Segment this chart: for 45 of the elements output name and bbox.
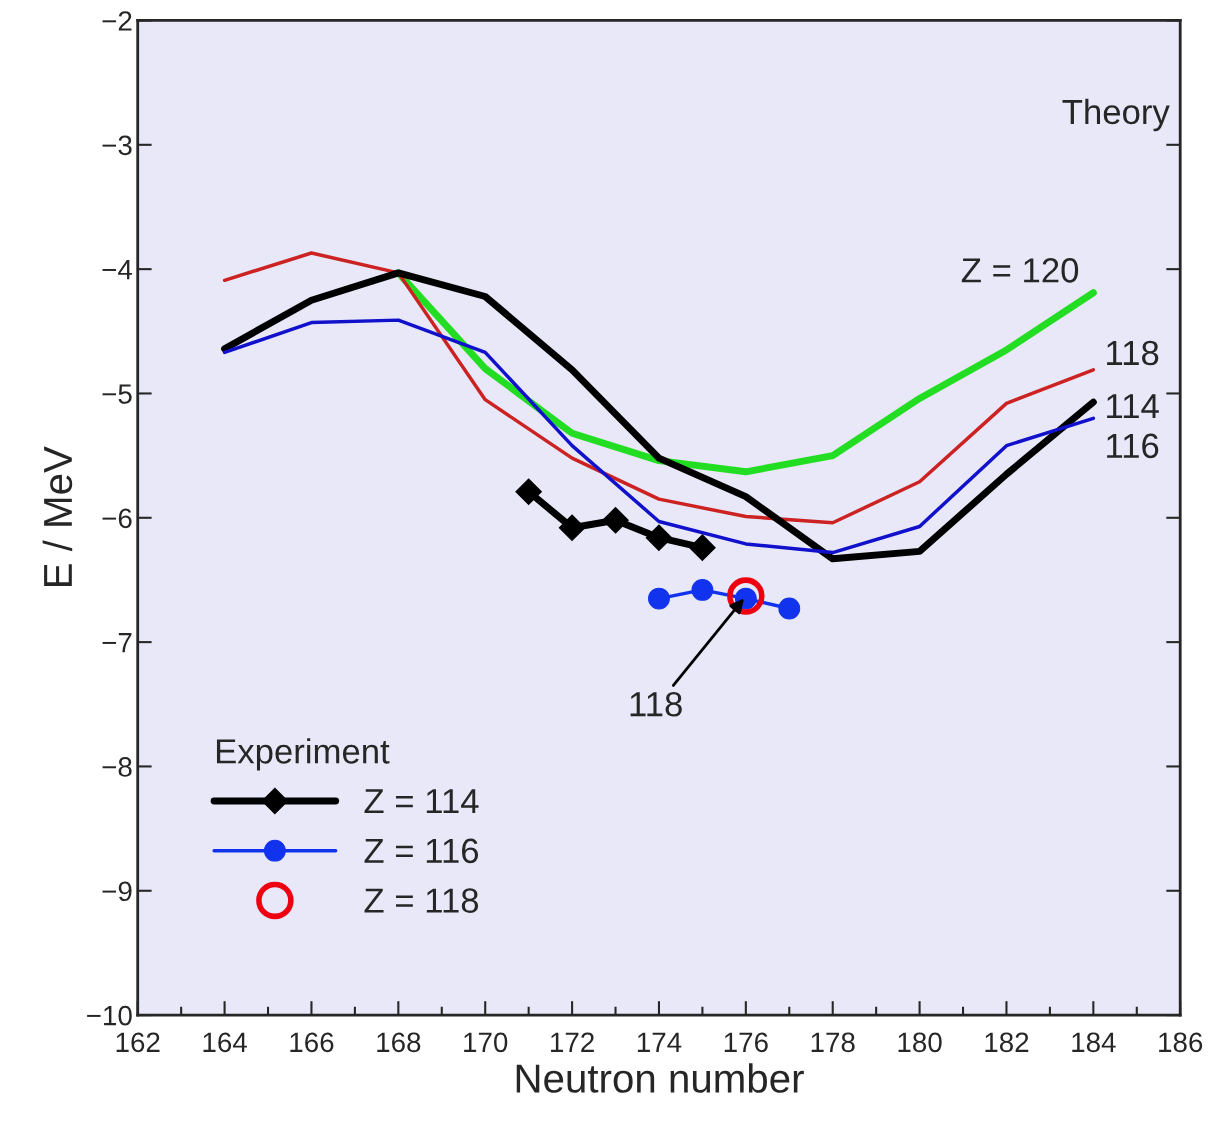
x-tick-label: 184 — [1072, 1032, 1116, 1053]
y-axis-title: E / MeV — [42, 446, 73, 587]
legend-label: Z = 116 — [364, 838, 479, 864]
y-tick-label: −2 — [102, 11, 132, 31]
x-tick-label: 164 — [203, 1032, 247, 1053]
y-tick-label: −6 — [102, 508, 132, 529]
y-tick-label: −7 — [102, 633, 132, 653]
x-tick-label: 186 — [1159, 1032, 1203, 1053]
x-axis-title: Neutron number — [516, 1063, 804, 1093]
y-tick-label: −9 — [102, 881, 132, 902]
legend-label: Z = 118 — [364, 888, 479, 913]
y-tick-label: −5 — [102, 384, 132, 404]
x-tick-label: 170 — [464, 1032, 508, 1053]
y-tick-label: −3 — [102, 135, 132, 156]
point — [778, 597, 801, 620]
series-label: 118 — [1107, 340, 1159, 366]
line-series — [222, 318, 1096, 555]
point — [648, 587, 670, 610]
point — [558, 514, 586, 542]
x-tick-label: 178 — [811, 1032, 855, 1053]
point — [602, 506, 629, 534]
x-tick-label: 174 — [637, 1032, 682, 1052]
annotation: Theory — [1062, 98, 1170, 132]
series-label: Z = 120 — [961, 258, 1079, 283]
point — [645, 524, 673, 551]
x-tick-label: 180 — [898, 1032, 942, 1053]
x-tick-label: 172 — [551, 1032, 594, 1052]
y-tick-label: −10 — [87, 1005, 132, 1026]
x-tick-label: 168 — [377, 1032, 421, 1053]
x-tick-label: 176 — [724, 1032, 768, 1053]
x-tick-label: 166 — [290, 1032, 334, 1053]
legend-label: Z = 114 — [364, 789, 479, 814]
legend-title: Experiment — [216, 738, 390, 771]
series-label: 116 — [1107, 433, 1159, 459]
point — [691, 578, 714, 601]
point — [727, 577, 765, 615]
series-label: 114 — [1107, 394, 1159, 419]
x-tick-label: 162 — [116, 1032, 160, 1053]
annotation: 118 — [630, 691, 682, 717]
point — [515, 478, 542, 505]
point — [689, 534, 716, 561]
x-tick-label: 182 — [985, 1032, 1029, 1053]
y-tick-label: −4 — [102, 260, 133, 280]
y-tick-label: −8 — [102, 757, 132, 777]
line-series — [222, 251, 1096, 525]
